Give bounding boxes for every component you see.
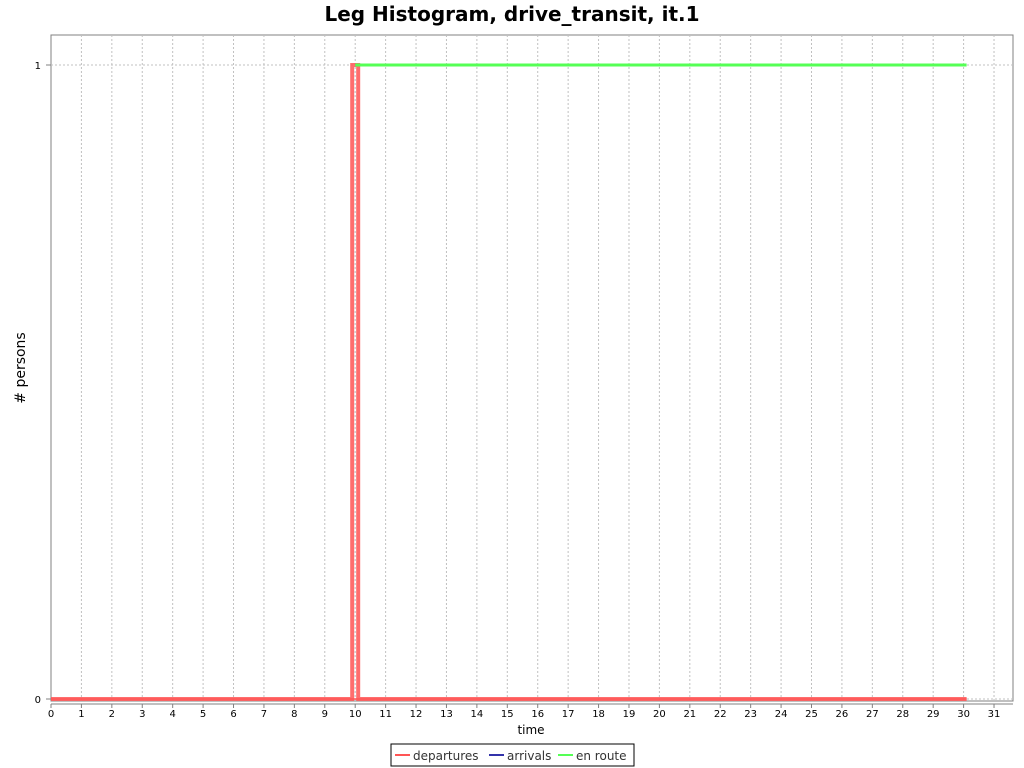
x-tick-label-4: 4 xyxy=(169,709,175,720)
x-tick-label-25: 25 xyxy=(805,709,818,720)
x-tick-label-5: 5 xyxy=(200,709,206,720)
legend-label-en-route: en route xyxy=(576,749,627,763)
series-group xyxy=(51,63,967,701)
x-tick-label-14: 14 xyxy=(471,709,484,720)
plot-area xyxy=(50,34,1014,702)
legend: departures arrivals en route xyxy=(390,743,635,767)
x-tick-label-24: 24 xyxy=(775,709,788,720)
x-tick-label-13: 13 xyxy=(440,709,453,720)
y-tick-label-0: 0 xyxy=(35,695,41,706)
x-tick-label-3: 3 xyxy=(139,709,145,720)
x-tick-label-1: 1 xyxy=(78,709,84,720)
y-axis-ticks: 01 xyxy=(35,61,51,706)
x-tick-label-15: 15 xyxy=(501,709,514,720)
x-tick-label-29: 29 xyxy=(927,709,940,720)
legend-label-arrivals: arrivals xyxy=(507,749,551,763)
x-tick-label-10: 10 xyxy=(349,709,362,720)
x-tick-label-21: 21 xyxy=(683,709,696,720)
x-axis-ticks: 0 1 2 3 4 5 6 7 8 9 10 11 12 13 14 15 16 17 18 19 20 21 22 23 24… xyxy=(48,704,1001,720)
x-tick-label-0: 0 xyxy=(48,709,54,720)
x-tick-label-6: 6 xyxy=(230,709,236,720)
legend-label-departures: departures xyxy=(413,749,479,763)
x-tick-label-28: 28 xyxy=(896,709,909,720)
chart-title: Leg Histogram, drive_transit, it.1 xyxy=(324,2,699,26)
x-tick-label-7: 7 xyxy=(261,709,267,720)
x-tick-label-11: 11 xyxy=(379,709,392,720)
x-tick-label-26: 26 xyxy=(836,709,849,720)
x-tick-label-16: 16 xyxy=(531,709,544,720)
x-tick-label-9: 9 xyxy=(322,709,328,720)
x-tick-label-27: 27 xyxy=(866,709,879,720)
x-tick-label-31: 31 xyxy=(988,709,1001,720)
x-tick-label-23: 23 xyxy=(744,709,757,720)
x-tick-label-8: 8 xyxy=(291,709,297,720)
x-tick-label-22: 22 xyxy=(714,709,727,720)
x-tick-label-12: 12 xyxy=(410,709,423,720)
y-axis-label: # persons xyxy=(13,332,29,403)
x-tick-label-18: 18 xyxy=(592,709,605,720)
legend-box xyxy=(390,743,635,767)
x-axis-label: time xyxy=(517,723,544,737)
x-tick-label-17: 17 xyxy=(562,709,575,720)
x-tick-label-2: 2 xyxy=(109,709,115,720)
x-tick-label-20: 20 xyxy=(653,709,666,720)
x-tick-label-19: 19 xyxy=(623,709,636,720)
y-tick-label-1: 1 xyxy=(35,61,41,72)
x-tick-label-30: 30 xyxy=(957,709,970,720)
